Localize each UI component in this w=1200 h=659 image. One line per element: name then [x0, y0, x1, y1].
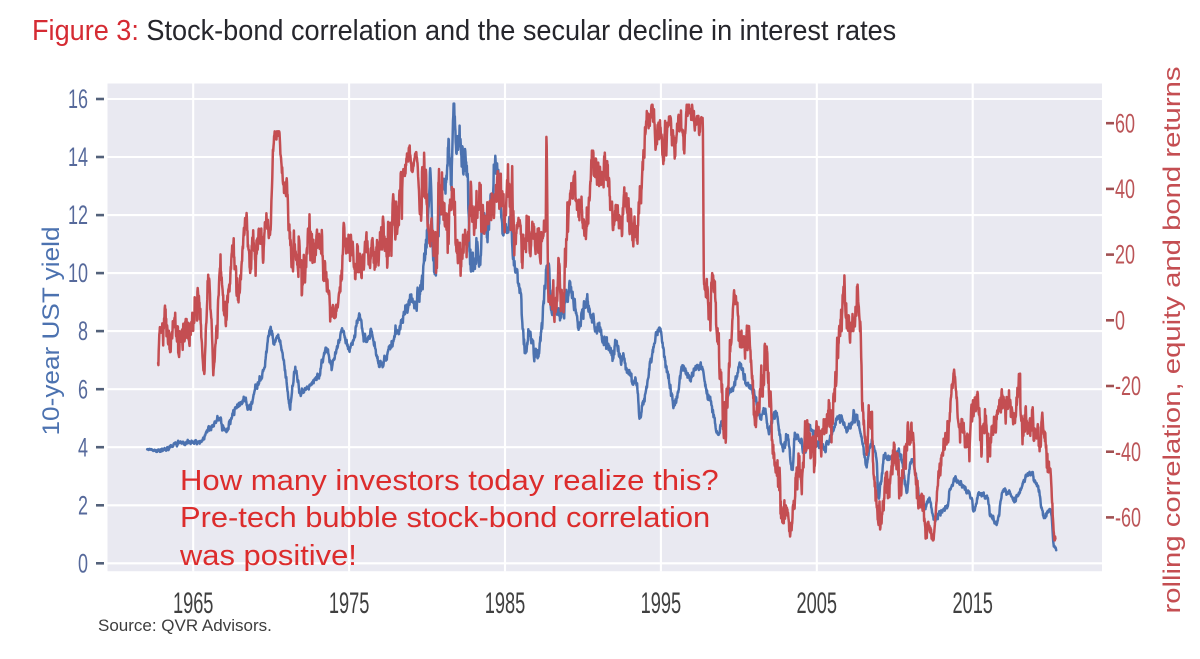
- svg-text:10: 10: [68, 258, 88, 288]
- svg-text:2005: 2005: [797, 587, 838, 620]
- svg-text:rolling correlation, equity an: rolling correlation, equity and bond ret…: [1159, 67, 1186, 614]
- svg-text:1975: 1975: [329, 587, 370, 620]
- svg-text:1965: 1965: [173, 587, 214, 620]
- svg-text:0: 0: [78, 548, 88, 578]
- svg-text:1995: 1995: [641, 587, 682, 620]
- svg-text:-40: -40: [1115, 437, 1141, 467]
- svg-text:10-year UST yield: 10-year UST yield: [38, 227, 65, 436]
- svg-text:2: 2: [78, 490, 88, 520]
- svg-text:16: 16: [68, 84, 88, 114]
- svg-text:14: 14: [68, 142, 88, 172]
- svg-text:0: 0: [1115, 305, 1125, 335]
- svg-text:2015: 2015: [952, 587, 993, 620]
- svg-text:60: 60: [1115, 108, 1135, 138]
- svg-text:6: 6: [78, 374, 88, 404]
- svg-text:-60: -60: [1115, 503, 1141, 533]
- svg-text:4: 4: [78, 432, 88, 462]
- svg-text:-20: -20: [1115, 371, 1141, 401]
- svg-text:40: 40: [1115, 174, 1135, 204]
- svg-text:20: 20: [1115, 240, 1135, 270]
- svg-text:8: 8: [78, 316, 88, 346]
- svg-text:12: 12: [68, 200, 88, 230]
- svg-text:1985: 1985: [485, 587, 526, 620]
